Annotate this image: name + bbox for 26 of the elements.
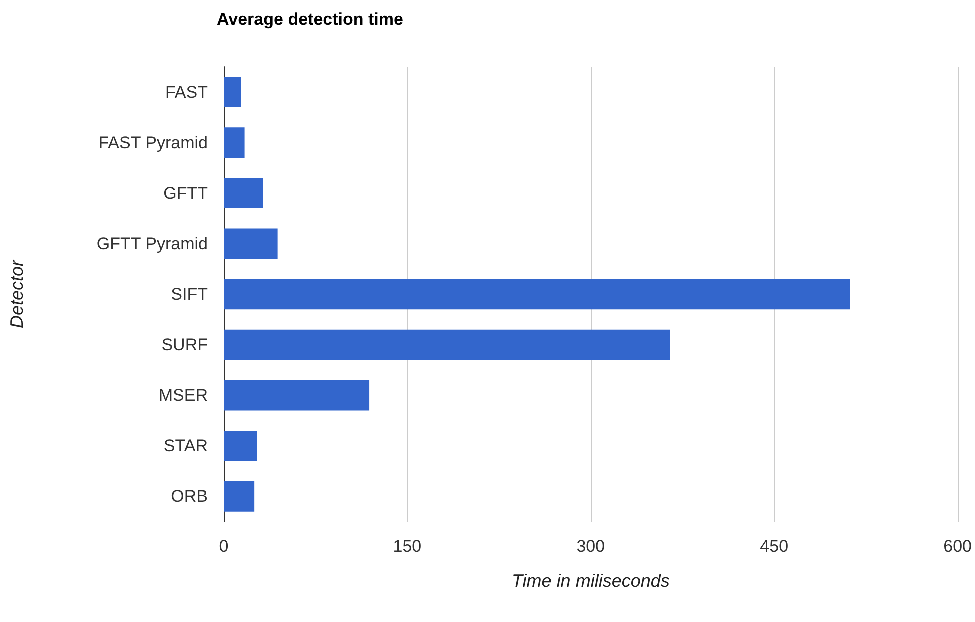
x-tick-label: 0 [219, 537, 229, 556]
y-tick-label: STAR [164, 436, 208, 456]
bar [224, 77, 242, 108]
x-tick-label: 450 [760, 537, 789, 556]
y-tick-label: FAST Pyramid [98, 133, 208, 152]
y-tick-label: MSER [158, 386, 208, 406]
x-tick-label: 300 [576, 537, 606, 556]
bar [224, 482, 255, 512]
bar [224, 431, 258, 462]
bar [224, 330, 670, 360]
y-tick-label: SIFT [171, 285, 208, 304]
x-tick-label: 600 [944, 537, 972, 556]
y-tick-label: ORB [171, 487, 208, 506]
bar [224, 128, 245, 158]
x-axis-title: Time in miliseconds [512, 571, 670, 591]
y-tick-label: FAST [165, 82, 208, 102]
chart-title: Average detection time [217, 10, 404, 29]
y-axis-title: Detector [7, 259, 27, 329]
x-tick-label: 150 [393, 537, 422, 556]
y-tick-label: GFTT Pyramid [96, 234, 208, 254]
y-tick-label: GFTT [164, 184, 208, 203]
bar [224, 380, 370, 411]
y-tick-label: SURF [162, 336, 208, 355]
bar [224, 279, 850, 310]
bar [224, 228, 278, 260]
bar [224, 178, 264, 209]
